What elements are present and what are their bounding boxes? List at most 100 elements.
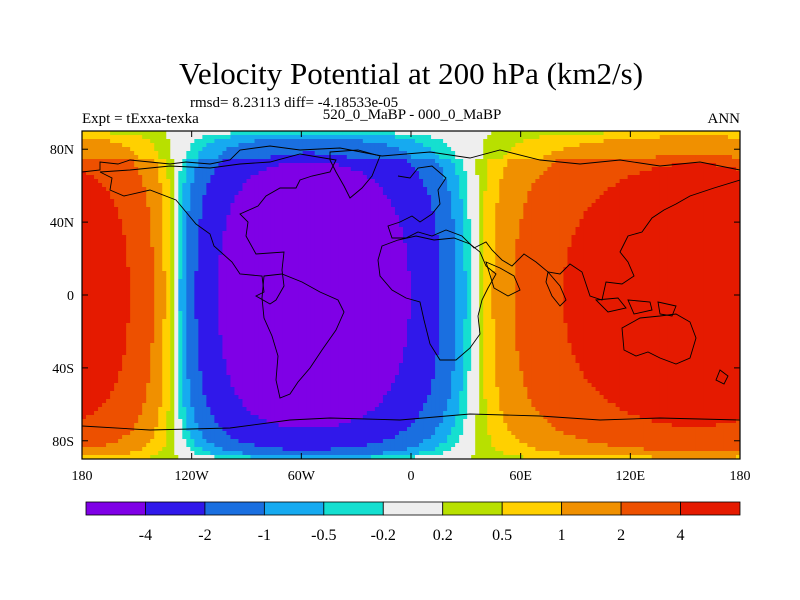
field-cell bbox=[619, 167, 625, 172]
field-cell bbox=[114, 199, 119, 204]
field-cell bbox=[394, 215, 400, 220]
field-cell bbox=[631, 219, 637, 224]
field-cell bbox=[150, 215, 155, 220]
field-cell bbox=[154, 227, 159, 232]
field-cell bbox=[427, 175, 432, 180]
field-cell bbox=[639, 183, 645, 188]
field-cell bbox=[587, 147, 593, 152]
field-cell bbox=[663, 135, 669, 140]
field-cell bbox=[495, 151, 500, 156]
field-cell bbox=[398, 131, 404, 136]
field-cell bbox=[282, 215, 288, 220]
field-cell bbox=[214, 239, 220, 244]
field-cell bbox=[282, 159, 288, 164]
field-cell bbox=[591, 159, 597, 164]
field-cell bbox=[551, 223, 557, 228]
field-cell bbox=[519, 155, 524, 160]
field-cell bbox=[278, 143, 284, 148]
field-cell bbox=[214, 219, 220, 224]
field-cell bbox=[683, 215, 689, 220]
field-cell bbox=[551, 131, 557, 136]
field-cell bbox=[511, 243, 516, 248]
field-cell bbox=[266, 227, 272, 232]
field-cell bbox=[126, 207, 131, 212]
field-cell bbox=[238, 219, 244, 224]
field-cell bbox=[398, 247, 404, 252]
field-cell bbox=[198, 223, 203, 228]
field-cell bbox=[330, 243, 336, 248]
field-cell bbox=[591, 215, 597, 220]
field-cell bbox=[366, 183, 372, 188]
field-cell bbox=[619, 151, 625, 156]
field-cell bbox=[314, 231, 320, 236]
field-cell bbox=[342, 227, 348, 232]
field-cell bbox=[162, 143, 167, 148]
field-cell bbox=[314, 143, 320, 148]
field-cell bbox=[262, 215, 268, 220]
field-cell bbox=[427, 179, 432, 184]
field-cell bbox=[579, 155, 585, 160]
field-cell bbox=[551, 175, 557, 180]
field-cell bbox=[142, 135, 147, 140]
field-cell bbox=[675, 183, 681, 188]
field-cell bbox=[567, 135, 573, 140]
field-cell bbox=[198, 175, 203, 180]
field-cell bbox=[471, 175, 476, 180]
field-cell bbox=[491, 239, 496, 244]
field-cell bbox=[567, 155, 573, 160]
field-cell bbox=[627, 239, 633, 244]
field-cell bbox=[587, 131, 593, 136]
field-cell bbox=[278, 135, 284, 140]
field-cell bbox=[158, 155, 163, 160]
field-cell bbox=[639, 199, 645, 204]
field-cell bbox=[731, 187, 737, 192]
field-cell bbox=[310, 143, 316, 148]
field-cell bbox=[198, 131, 203, 136]
field-cell bbox=[334, 211, 340, 216]
field-cell bbox=[118, 243, 123, 248]
field-cell bbox=[286, 251, 292, 256]
field-cell bbox=[467, 191, 472, 196]
field-cell bbox=[218, 175, 224, 180]
field-cell bbox=[114, 243, 119, 248]
field-cell bbox=[242, 191, 248, 196]
field-cell bbox=[463, 187, 468, 192]
field-cell bbox=[162, 247, 167, 252]
field-cell bbox=[142, 131, 147, 136]
field-cell bbox=[695, 195, 701, 200]
field-cell bbox=[683, 239, 689, 244]
field-cell bbox=[623, 195, 629, 200]
field-cell bbox=[294, 167, 300, 172]
field-cell bbox=[382, 135, 388, 140]
field-cell bbox=[222, 171, 228, 176]
field-cell bbox=[174, 171, 179, 176]
field-cell bbox=[607, 191, 613, 196]
field-cell bbox=[687, 175, 693, 180]
field-cell bbox=[443, 159, 448, 164]
field-cell bbox=[266, 223, 272, 228]
field-cell bbox=[647, 167, 653, 172]
field-cell bbox=[547, 219, 553, 224]
field-cell bbox=[254, 239, 260, 244]
field-cell bbox=[202, 139, 207, 144]
field-cell bbox=[286, 171, 292, 176]
field-cell bbox=[615, 175, 621, 180]
field-cell bbox=[242, 195, 248, 200]
field-cell bbox=[258, 231, 264, 236]
field-cell bbox=[174, 151, 179, 156]
field-cell bbox=[134, 159, 139, 164]
field-cell bbox=[238, 227, 244, 232]
field-cell bbox=[366, 147, 372, 152]
field-cell bbox=[282, 191, 288, 196]
field-cell bbox=[406, 143, 412, 148]
field-cell bbox=[539, 151, 544, 156]
field-cell bbox=[515, 179, 520, 184]
field-cell bbox=[310, 131, 316, 136]
field-cell bbox=[467, 231, 472, 236]
field-cell bbox=[623, 139, 629, 144]
field-cell bbox=[691, 227, 697, 232]
field-cell bbox=[310, 135, 316, 140]
field-cell bbox=[282, 231, 288, 236]
field-cell bbox=[338, 211, 344, 216]
field-cell bbox=[663, 235, 669, 240]
